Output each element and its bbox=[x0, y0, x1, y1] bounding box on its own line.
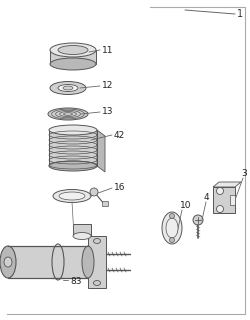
Ellipse shape bbox=[58, 84, 78, 92]
Ellipse shape bbox=[50, 58, 96, 70]
Ellipse shape bbox=[50, 43, 96, 57]
Text: 3: 3 bbox=[240, 170, 246, 179]
Ellipse shape bbox=[82, 246, 94, 278]
Ellipse shape bbox=[59, 192, 85, 200]
Bar bbox=[212, 187, 234, 213]
Circle shape bbox=[169, 213, 174, 219]
Bar bbox=[229, 195, 234, 205]
Bar bbox=[50, 50, 96, 64]
Bar bbox=[49, 130, 96, 166]
Bar bbox=[102, 201, 107, 206]
Circle shape bbox=[90, 188, 98, 196]
Text: 10: 10 bbox=[179, 202, 191, 211]
Ellipse shape bbox=[49, 161, 96, 171]
Text: 13: 13 bbox=[102, 108, 113, 116]
Ellipse shape bbox=[73, 233, 91, 239]
Ellipse shape bbox=[48, 108, 88, 120]
Text: 12: 12 bbox=[102, 82, 113, 91]
Ellipse shape bbox=[93, 281, 100, 285]
Ellipse shape bbox=[0, 246, 16, 278]
Circle shape bbox=[192, 215, 202, 225]
Text: 4: 4 bbox=[203, 194, 209, 203]
Ellipse shape bbox=[50, 82, 86, 94]
Ellipse shape bbox=[93, 238, 100, 244]
Ellipse shape bbox=[63, 86, 73, 90]
Text: 1: 1 bbox=[236, 9, 242, 19]
Text: 11: 11 bbox=[102, 45, 113, 54]
Text: 16: 16 bbox=[114, 183, 125, 193]
Circle shape bbox=[216, 188, 222, 195]
Circle shape bbox=[169, 237, 174, 243]
Bar bbox=[73, 224, 91, 236]
Circle shape bbox=[216, 205, 222, 212]
Polygon shape bbox=[96, 130, 104, 172]
Text: 83: 83 bbox=[70, 277, 81, 286]
Polygon shape bbox=[212, 182, 240, 187]
Ellipse shape bbox=[53, 189, 91, 203]
Text: 42: 42 bbox=[114, 131, 125, 140]
Ellipse shape bbox=[49, 125, 96, 135]
Ellipse shape bbox=[165, 218, 177, 238]
Bar bbox=[88, 236, 106, 288]
Ellipse shape bbox=[161, 212, 181, 244]
Ellipse shape bbox=[58, 45, 88, 54]
Bar bbox=[8, 246, 88, 278]
Ellipse shape bbox=[4, 257, 12, 267]
Bar bbox=[49, 130, 96, 166]
